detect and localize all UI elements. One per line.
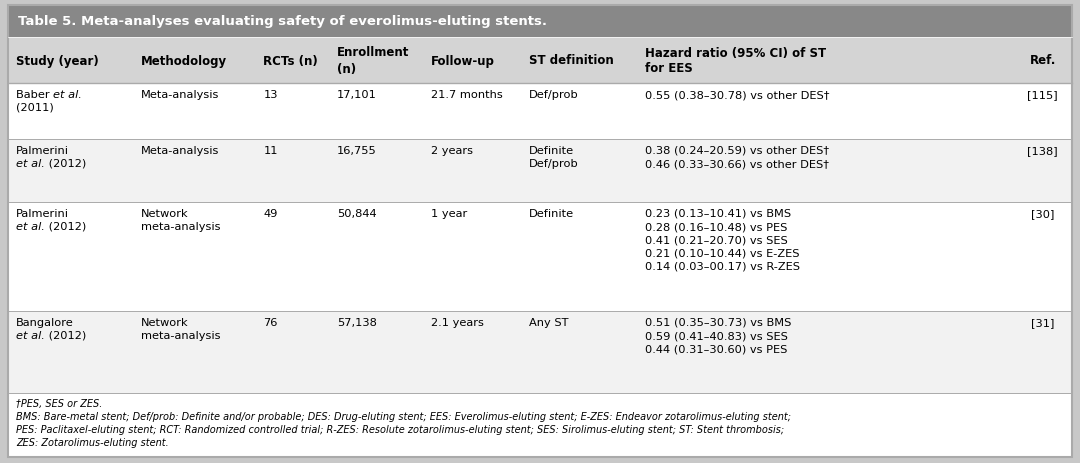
Text: 13: 13 [264, 90, 278, 100]
Text: 57,138: 57,138 [337, 317, 377, 327]
Text: Meta-analysis: Meta-analysis [141, 90, 219, 100]
Text: 0.23 (0.13–10.41) vs BMS
0.28 (0.16–10.48) vs PES
0.41 (0.21–20.70) vs SES
0.21 : 0.23 (0.13–10.41) vs BMS 0.28 (0.16–10.4… [646, 208, 800, 271]
Text: Meta-analysis: Meta-analysis [141, 146, 219, 156]
Text: 50,844: 50,844 [337, 208, 377, 219]
Text: (2011): (2011) [15, 103, 53, 113]
Text: 49: 49 [264, 208, 278, 219]
Text: 17,101: 17,101 [337, 90, 377, 100]
Text: Follow-up: Follow-up [431, 54, 495, 67]
Text: et al.: et al. [53, 90, 82, 100]
Text: Any ST: Any ST [529, 317, 568, 327]
Text: Hazard ratio (95% CI) of ST
for EES: Hazard ratio (95% CI) of ST for EES [646, 46, 826, 75]
Text: ST definition: ST definition [529, 54, 613, 67]
Text: [115]: [115] [1027, 90, 1058, 100]
Text: [138]: [138] [1027, 146, 1058, 156]
Text: †PES, SES or ZES.: †PES, SES or ZES. [16, 398, 103, 408]
Text: Definite
Def/prob: Definite Def/prob [529, 146, 579, 169]
Text: 0.38 (0.24–20.59) vs other DES†
0.46 (0.33–30.66) vs other DES†: 0.38 (0.24–20.59) vs other DES† 0.46 (0.… [646, 146, 829, 169]
Text: Bangalore: Bangalore [15, 317, 73, 327]
Text: [31]: [31] [1031, 317, 1054, 327]
Text: (2012): (2012) [45, 221, 86, 232]
Text: Network
meta-analysis: Network meta-analysis [141, 208, 220, 232]
Bar [8, 140, 1072, 202]
Text: 0.51 (0.35–30.73) vs BMS
0.59 (0.41–40.83) vs SES
0.44 (0.31–30.60) vs PES: 0.51 (0.35–30.73) vs BMS 0.59 (0.41–40.8… [646, 317, 792, 354]
Text: Methodology: Methodology [141, 54, 227, 67]
Text: Network
meta-analysis: Network meta-analysis [141, 317, 220, 340]
Text: (2012): (2012) [45, 159, 86, 169]
Text: Enrollment
(n): Enrollment (n) [337, 46, 409, 75]
Text: ZES: Zotarolimus-eluting stent.: ZES: Zotarolimus-eluting stent. [16, 437, 168, 447]
Text: (2012): (2012) [45, 330, 86, 340]
Text: Table 5. Meta-analyses evaluating safety of everolimus-eluting stents.: Table 5. Meta-analyses evaluating safety… [18, 15, 546, 28]
Text: Study (year): Study (year) [15, 54, 98, 67]
Text: 1 year: 1 year [431, 208, 468, 219]
Text: 0.55 (0.38–30.78) vs other DES†: 0.55 (0.38–30.78) vs other DES† [646, 90, 829, 100]
Text: Ref.: Ref. [1029, 54, 1056, 67]
Text: 16,755: 16,755 [337, 146, 377, 156]
Bar [8, 38, 1072, 84]
Text: PES: Paclitaxel-eluting stent; RCT: Randomized controlled trial; R-ZES: Resolute: PES: Paclitaxel-eluting stent; RCT: Rand… [16, 424, 784, 434]
Text: Baber: Baber [15, 90, 53, 100]
Text: BMS: Bare-metal stent; Def/prob: Definite and/or probable; DES: Drug-eluting ste: BMS: Bare-metal stent; Def/prob: Definit… [16, 411, 791, 421]
Text: et al.: et al. [15, 330, 44, 340]
Text: Palmerini: Palmerini [15, 146, 68, 156]
Text: 11: 11 [264, 146, 278, 156]
Text: et al.: et al. [15, 221, 44, 232]
Text: 2 years: 2 years [431, 146, 473, 156]
Text: Definite: Definite [529, 208, 575, 219]
Text: [30]: [30] [1031, 208, 1054, 219]
Text: Palmerini: Palmerini [15, 208, 68, 219]
Bar [8, 84, 1072, 140]
Text: et al.: et al. [15, 159, 44, 169]
Text: Def/prob: Def/prob [529, 90, 579, 100]
Text: RCTs (n): RCTs (n) [264, 54, 319, 67]
Bar [8, 6, 1072, 38]
Text: 76: 76 [264, 317, 278, 327]
Bar [8, 202, 1072, 311]
Bar [8, 311, 1072, 393]
Text: 21.7 months: 21.7 months [431, 90, 502, 100]
Text: 2.1 years: 2.1 years [431, 317, 484, 327]
